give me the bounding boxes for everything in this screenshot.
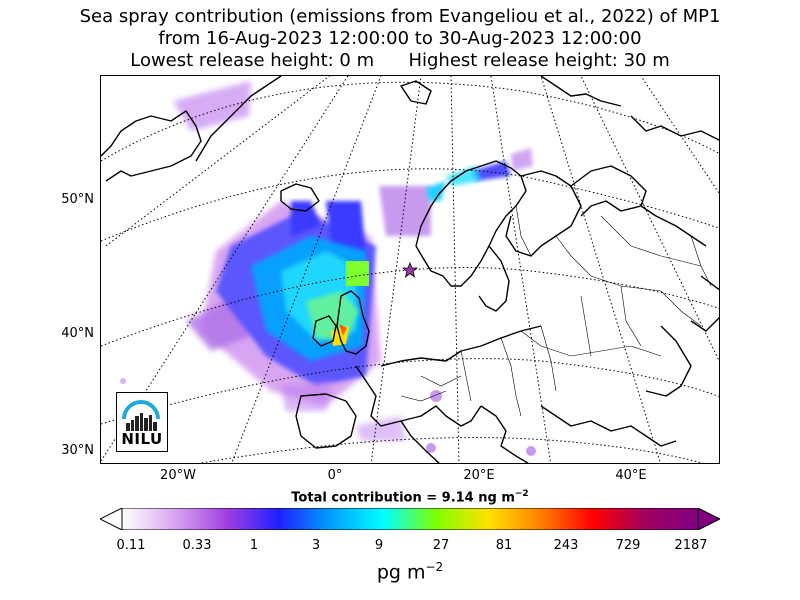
- colorbar-tick-6: 81: [495, 538, 513, 553]
- colorbar-max-extend: [697, 508, 720, 530]
- map-canvas: [101, 76, 719, 463]
- colorbar-unit-exponent: −2: [425, 560, 444, 574]
- colorbar-tick-5: 27: [432, 538, 450, 553]
- colorbar-tick-7: 243: [553, 538, 579, 553]
- lon-label-0: 0°: [327, 468, 343, 483]
- nilu-logo-text: NILU: [121, 430, 163, 448]
- colorbar-tick-0: 0.11: [116, 538, 146, 553]
- star-icon: [401, 261, 419, 279]
- colorbar-unit-text: pg m: [376, 561, 426, 584]
- colorbar-tick-9: 2187: [674, 538, 708, 553]
- nilu-logo: NILU: [116, 392, 168, 452]
- colorbar-min-extend: [100, 508, 123, 530]
- lon-label-40e: 40°E: [615, 468, 647, 483]
- map-title-line-3: Lowest release height: 0 m Highest relea…: [130, 50, 670, 71]
- map-title-line-1: Sea spray contribution (emissions from E…: [79, 6, 721, 27]
- colorbar-tick-2: 1: [249, 538, 259, 553]
- map-panel: [100, 75, 720, 464]
- colorbar-tick-8: 729: [615, 538, 641, 553]
- total-contribution-exponent: −2: [514, 489, 529, 499]
- lon-label-20w: 20°W: [160, 468, 196, 483]
- lat-label-50n: 50°N: [61, 192, 94, 207]
- concentration-plume: [120, 81, 536, 456]
- colorbar: [100, 508, 720, 530]
- lon-label-20e: 20°E: [463, 468, 495, 483]
- colorbar-unit: pg m−2: [0, 560, 800, 583]
- lat-label-30n: 30°N: [61, 443, 94, 458]
- total-contribution: Total contribution = 9.14 ng m−2: [0, 489, 800, 505]
- colorbar-tick-1: 0.33: [182, 538, 212, 553]
- colorbar-tick-4: 9: [374, 538, 384, 553]
- coastlines: [101, 76, 719, 463]
- country-borders: [400, 205, 712, 417]
- nilu-logo-graphic: [122, 400, 160, 431]
- total-contribution-text: Total contribution = 9.14 ng m: [291, 490, 515, 506]
- colorbar-tick-3: 3: [311, 538, 321, 553]
- map-title-line-2: from 16-Aug-2023 12:00:00 to 30-Aug-2023…: [158, 28, 642, 49]
- colorbar-body: [121, 508, 699, 530]
- lat-label-40n: 40°N: [61, 326, 94, 341]
